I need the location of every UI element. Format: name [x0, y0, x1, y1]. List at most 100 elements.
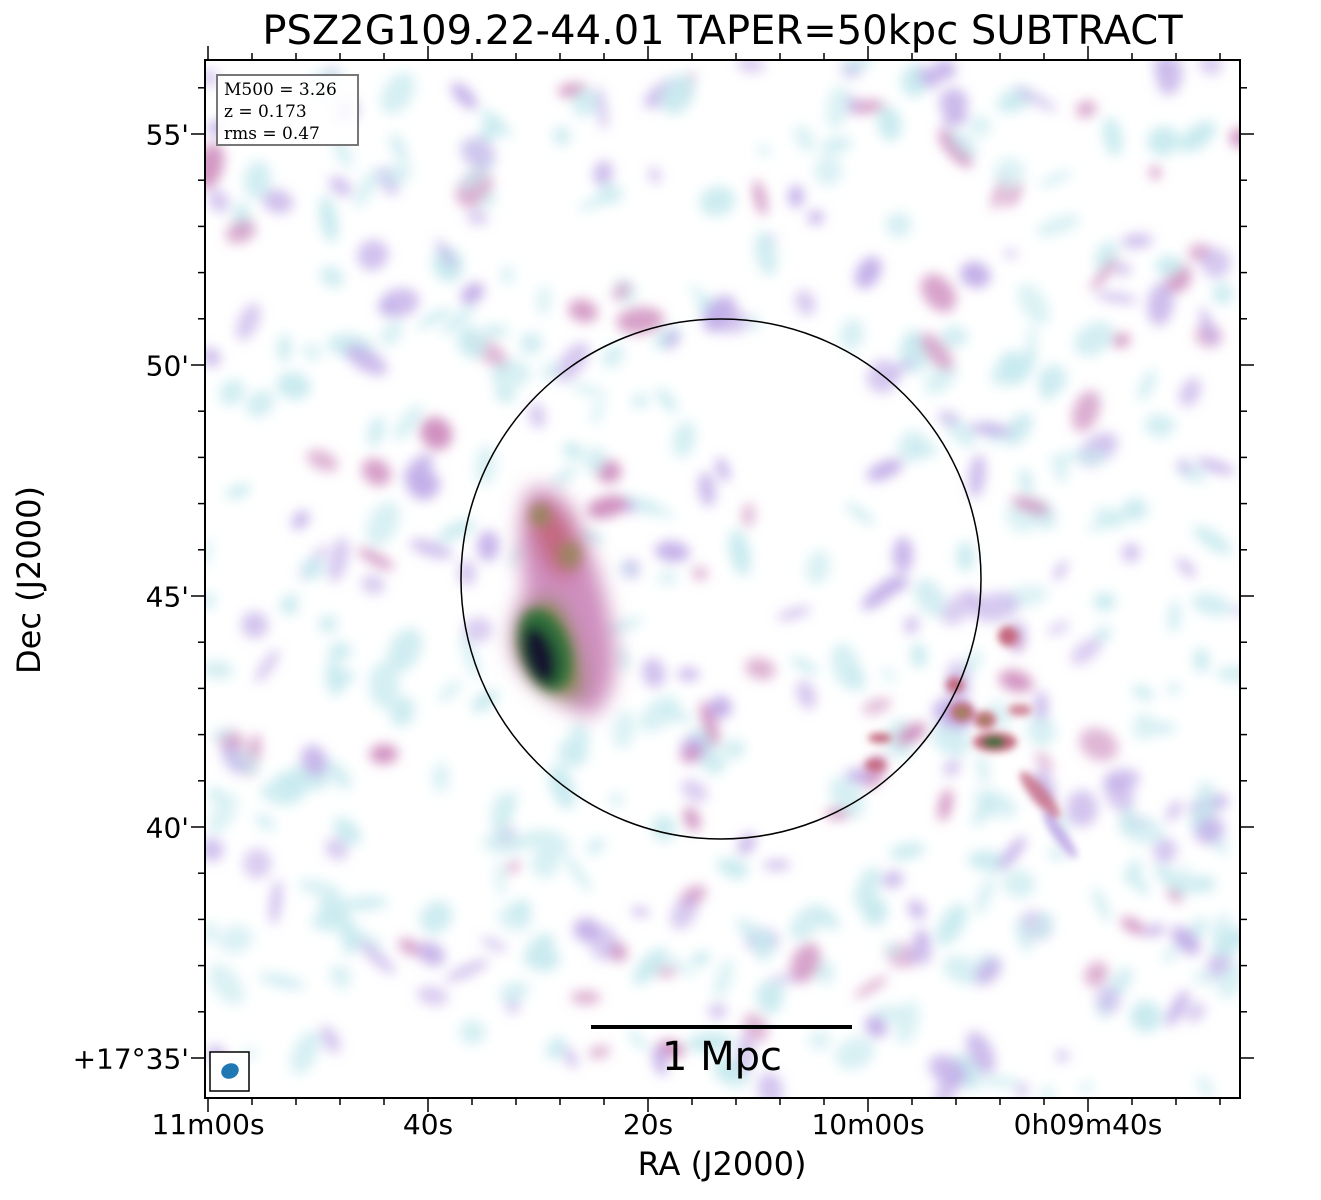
noise-blob	[243, 160, 272, 200]
noise-blob	[716, 857, 750, 876]
noise-blob	[1001, 673, 1035, 688]
noise-blob	[393, 404, 424, 441]
noise-blob	[506, 860, 521, 874]
noise-blob	[1176, 557, 1196, 578]
noise-blob	[380, 72, 416, 115]
noise-blob	[528, 403, 546, 429]
noise-blob	[708, 695, 732, 719]
noise-blob	[907, 945, 933, 965]
noise-blob	[1036, 214, 1081, 237]
noise-blob	[1191, 593, 1232, 617]
noise-blob	[928, 1054, 968, 1087]
noise-blob	[258, 973, 306, 990]
noise-blob	[843, 60, 873, 73]
noise-blob	[788, 185, 804, 208]
noise-blob	[807, 209, 824, 226]
noise-blob	[209, 729, 234, 740]
noise-blob	[1195, 780, 1216, 824]
noise-blob	[616, 306, 665, 335]
noise-blob	[475, 445, 496, 486]
noise-blob	[1034, 690, 1048, 721]
noise-blob	[722, 738, 745, 759]
noise-blob	[586, 837, 605, 855]
noise-blob	[708, 1003, 727, 1019]
noise-blob	[490, 791, 511, 834]
m500-text: M500 = 3.26	[224, 80, 337, 100]
noise-blob	[736, 918, 771, 952]
noise-blob	[763, 860, 791, 870]
noise-blob	[1179, 377, 1202, 407]
noise-blob	[772, 979, 786, 1002]
noise-blob	[367, 416, 386, 447]
noise-blob	[595, 86, 608, 131]
noise-blob	[1171, 926, 1201, 955]
noise-blob	[471, 689, 499, 713]
noise-blob	[941, 325, 968, 348]
noise-blob	[1095, 985, 1121, 1014]
noise-blob	[440, 305, 476, 335]
noise-blob	[300, 557, 325, 580]
noise-blob	[962, 649, 982, 677]
noise-blob	[1153, 60, 1169, 81]
noise-blob	[459, 1019, 486, 1045]
noise-blob	[881, 667, 897, 683]
noise-blob	[379, 288, 420, 318]
noise-blob	[701, 750, 723, 774]
noise-blob	[877, 106, 902, 141]
noise-blob	[820, 137, 853, 153]
noise-blob	[1147, 282, 1174, 326]
noise-blob	[1121, 233, 1153, 249]
noise-blob	[357, 547, 395, 570]
noise-blob	[1066, 790, 1098, 827]
noise-blob	[655, 387, 678, 413]
noise-blob	[1056, 1050, 1069, 1062]
noise-blob	[1040, 1084, 1055, 1098]
noise-blob	[297, 879, 342, 897]
noise-blob	[656, 951, 697, 977]
noise-blob	[686, 1032, 734, 1053]
noise-blob	[1112, 333, 1131, 348]
noise-blob	[444, 959, 489, 982]
noise-blob	[1075, 100, 1097, 118]
noise-blob	[1093, 592, 1116, 611]
noise-blob	[1047, 621, 1070, 635]
beam-ellipse	[221, 1063, 239, 1079]
noise-blob	[903, 328, 922, 356]
noise-blob	[551, 464, 578, 489]
noise-blob	[794, 289, 816, 316]
noise-blob	[942, 955, 983, 985]
noise-blob	[219, 379, 245, 406]
noise-blob	[1148, 721, 1176, 735]
noise-blob	[1084, 961, 1109, 987]
noise-blob	[325, 837, 349, 861]
noise-blob	[438, 679, 462, 702]
noise-blob	[501, 265, 514, 285]
noise-blob	[589, 925, 618, 961]
noise-blob	[814, 154, 843, 186]
noise-blob	[1079, 727, 1119, 762]
noise-blob	[255, 813, 275, 831]
noise-blob	[1053, 560, 1068, 581]
noise-blob	[325, 668, 356, 686]
noise-blob	[910, 643, 927, 668]
noise-blob	[660, 74, 695, 115]
noise-blob	[672, 421, 697, 458]
y-tick-label: +17°35'	[72, 1042, 189, 1076]
noise-blob	[1199, 60, 1223, 75]
noise-blob	[998, 836, 1027, 871]
noise-blob	[333, 817, 362, 845]
noise-blob	[310, 910, 340, 929]
noise-blob	[892, 536, 914, 574]
noise-blob	[754, 231, 778, 276]
noise-blob	[692, 566, 708, 581]
noise-blob	[387, 628, 423, 673]
noise-blob	[497, 905, 532, 932]
noise-blob	[459, 164, 490, 191]
noise-blob	[920, 273, 957, 313]
noise-blob	[920, 332, 954, 371]
noise-blob	[825, 84, 850, 130]
noise-blob	[612, 282, 631, 301]
noise-blob	[1120, 917, 1146, 935]
noise-blob	[495, 860, 506, 897]
x-axis-label: RA (J2000)	[637, 1145, 807, 1183]
